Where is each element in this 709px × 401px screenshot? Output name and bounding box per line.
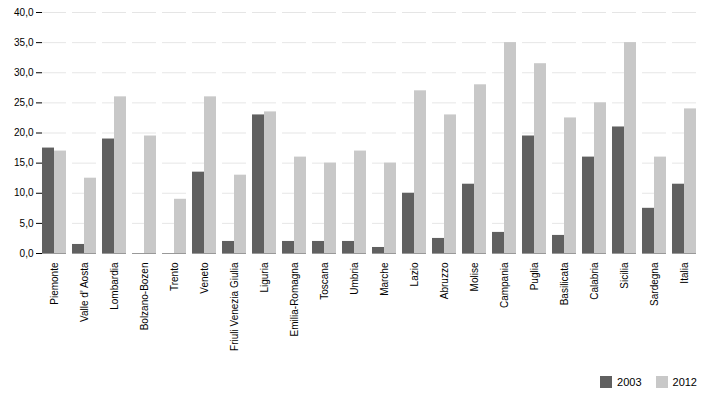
svg-text:Liguria: Liguria xyxy=(259,262,270,292)
svg-text:15,0: 15,0 xyxy=(14,157,34,168)
svg-text:Marche: Marche xyxy=(379,262,390,296)
svg-text:0,0: 0,0 xyxy=(20,248,34,259)
svg-text:25,0: 25,0 xyxy=(14,97,34,108)
svg-text:35,0: 35,0 xyxy=(14,37,34,48)
svg-text:Basilicata: Basilicata xyxy=(559,262,570,305)
svg-text:Abruzzo: Abruzzo xyxy=(439,262,450,299)
svg-text:Campania: Campania xyxy=(499,262,510,308)
svg-text:Friuli Venezia Giulia: Friuli Venezia Giulia xyxy=(229,262,240,351)
svg-text:20,0: 20,0 xyxy=(14,127,34,138)
svg-text:Veneto: Veneto xyxy=(199,262,210,294)
svg-text:10,0: 10,0 xyxy=(14,187,34,198)
svg-text:Emilia-Romagna: Emilia-Romagna xyxy=(289,262,300,336)
svg-text:Piemonte: Piemonte xyxy=(49,262,60,305)
svg-text:40,0: 40,0 xyxy=(14,7,34,18)
html-text:2012: 2012 xyxy=(672,376,697,388)
svg-text:Italia: Italia xyxy=(679,262,690,284)
svg-text:Trento: Trento xyxy=(169,262,180,291)
svg-text:Valle d’ Aosta: Valle d’ Aosta xyxy=(79,262,90,322)
svg-text:Umbria: Umbria xyxy=(349,262,360,295)
svg-text:Puglia: Puglia xyxy=(529,262,540,290)
svg-text:Calabria: Calabria xyxy=(589,262,600,300)
svg-text:Toscana: Toscana xyxy=(319,262,330,300)
svg-text:Molise: Molise xyxy=(469,262,480,291)
svg-text:5,0: 5,0 xyxy=(20,218,34,229)
svg-text:Sardegna: Sardegna xyxy=(649,262,660,306)
svg-text:Bolzano-Bozen: Bolzano-Bozen xyxy=(139,263,150,331)
svg-text:30,0: 30,0 xyxy=(14,67,34,78)
html-text:2003: 2003 xyxy=(617,376,642,388)
svg-text:Sicilia: Sicilia xyxy=(619,262,630,289)
svg-text:Lazio: Lazio xyxy=(409,262,420,286)
svg-text:Lombardia: Lombardia xyxy=(109,262,120,310)
